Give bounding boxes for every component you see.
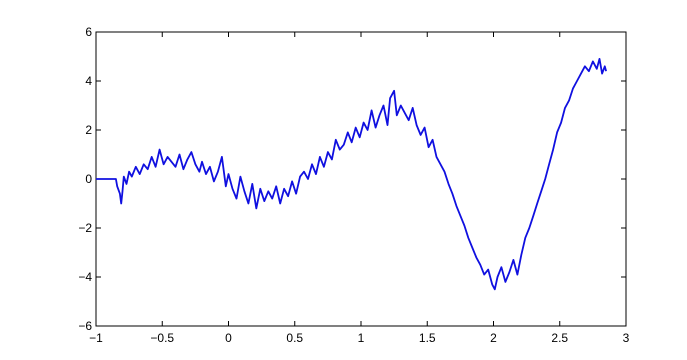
y-tick-label: −2 — [78, 221, 92, 235]
x-tick-label: 2.5 — [551, 331, 568, 345]
data-series-line — [96, 58, 607, 291]
x-axis: −1 −0.5 0 0.5 1 1.5 2 2.5 3 — [89, 32, 630, 345]
x-tick-label: −1 — [89, 331, 103, 345]
y-tick-label: 6 — [85, 25, 92, 39]
x-tick-label: 3 — [623, 331, 630, 345]
x-tick-label: 1.5 — [419, 331, 436, 345]
y-tick-label: −4 — [78, 270, 92, 284]
y-tick-label: 0 — [85, 172, 92, 186]
y-axis: −6 −4 −2 0 2 4 6 — [78, 25, 626, 333]
x-tick-label: 0 — [225, 331, 232, 345]
x-tick-label: 2 — [490, 331, 497, 345]
x-tick-label: 0.5 — [286, 331, 303, 345]
y-tick-label: 4 — [85, 74, 92, 88]
y-tick-label: 2 — [85, 123, 92, 137]
y-tick-label: −6 — [78, 319, 92, 333]
x-tick-label: 1 — [358, 331, 365, 345]
x-tick-label: −0.5 — [150, 331, 174, 345]
